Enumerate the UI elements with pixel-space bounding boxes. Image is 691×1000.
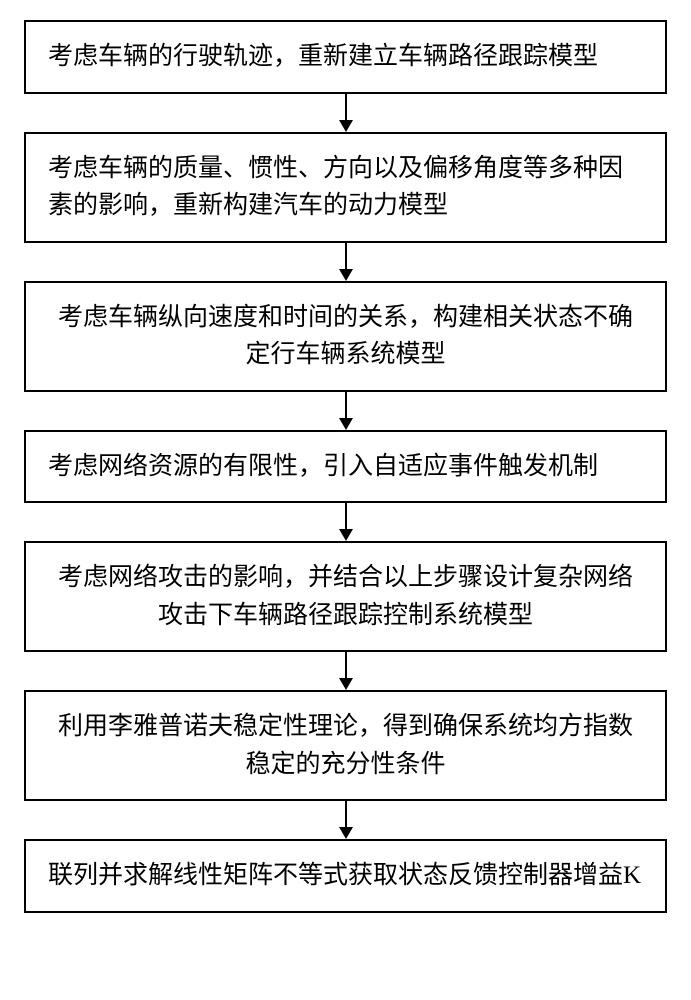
step-text: 考虑车辆纵向速度和时间的关系，构建相关状态不确定行车辆系统模型 [48,299,643,374]
flowchart-step-4: 考虑网络资源的有限性，引入自适应事件触发机制 [24,430,667,504]
arrow-icon [339,503,353,541]
arrow-icon [339,652,353,690]
flowchart-step-6: 利用李雅普诺夫稳定性理论，得到确保系统均方指数稳定的充分性条件 [24,690,667,801]
flowchart-container: 考虑车辆的行驶轨迹，重新建立车辆路径跟踪模型 考虑车辆的质量、惯性、方向以及偏移… [0,0,691,933]
step-text: 考虑车辆的行驶轨迹，重新建立车辆路径跟踪模型 [48,38,643,76]
arrow-icon [339,243,353,281]
step-text: 考虑车辆的质量、惯性、方向以及偏移角度等多种因素的影响，重新构建汽车的动力模型 [48,150,643,225]
flowchart-step-7: 联列并求解线性矩阵不等式获取状态反馈控制器增益K [24,839,667,913]
flowchart-step-3: 考虑车辆纵向速度和时间的关系，构建相关状态不确定行车辆系统模型 [24,281,667,392]
flowchart-step-1: 考虑车辆的行驶轨迹，重新建立车辆路径跟踪模型 [24,20,667,94]
step-text: 考虑网络资源的有限性，引入自适应事件触发机制 [48,448,643,486]
flowchart-step-5: 考虑网络攻击的影响，并结合以上步骤设计复杂网络攻击下车辆路径跟踪控制系统模型 [24,541,667,652]
arrow-icon [339,94,353,132]
arrow-icon [339,392,353,430]
step-text: 联列并求解线性矩阵不等式获取状态反馈控制器增益K [48,857,643,895]
step-text: 利用李雅普诺夫稳定性理论，得到确保系统均方指数稳定的充分性条件 [48,708,643,783]
flowchart-step-2: 考虑车辆的质量、惯性、方向以及偏移角度等多种因素的影响，重新构建汽车的动力模型 [24,132,667,243]
arrow-icon [339,801,353,839]
step-text: 考虑网络攻击的影响，并结合以上步骤设计复杂网络攻击下车辆路径跟踪控制系统模型 [48,559,643,634]
